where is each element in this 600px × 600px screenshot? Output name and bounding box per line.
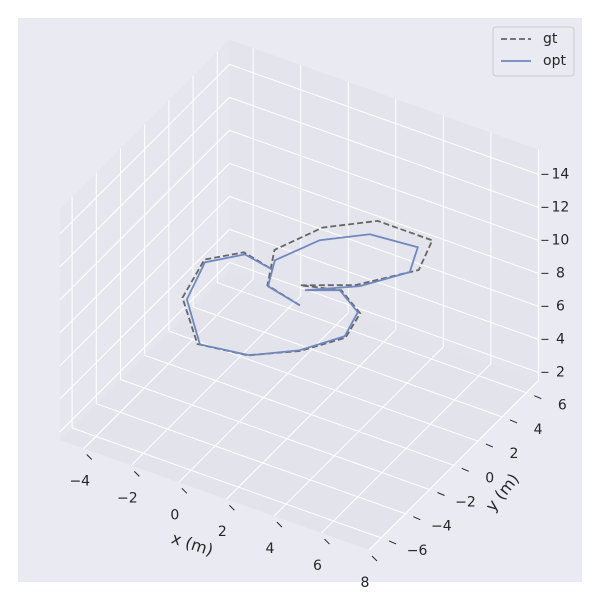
grid-line [59,261,230,433]
grid-line [229,261,539,373]
grid-line [229,129,539,241]
legend: gt opt [492,26,575,77]
grid-line [59,162,230,334]
x-tick-label: 2 [218,524,227,540]
z-tick-label: 10 [551,232,569,248]
y-tick-label: 2 [509,446,518,462]
legend-label: opt [543,53,566,69]
x-tick-label: 6 [313,558,322,574]
trajectory [185,233,419,357]
x-tick-label: 0 [170,507,179,523]
grid-line [59,228,230,400]
grid-line [120,379,430,490]
x-tick-label: 4 [265,541,274,557]
y-tick-label: 6 [558,398,567,414]
y-tick [413,516,421,521]
x-tick [276,521,283,528]
z-tick-label: 2 [556,364,565,380]
z-tick-label: 14 [551,166,569,182]
y-tick-label: −4 [431,519,452,535]
y-tick-label: −2 [455,495,476,511]
grid-line [59,63,230,235]
y-tick [388,540,397,545]
x-tick-label: −2 [117,490,138,506]
trajectory [181,219,434,357]
x-tick [133,471,140,477]
z-tick-label: 8 [556,265,565,281]
grid-line [59,195,230,367]
x-tick [371,555,378,562]
grid-line [59,129,230,301]
z-tick-label: 4 [556,331,565,347]
y-tick [461,467,469,472]
x-tick [229,504,235,511]
grid-line [217,282,527,394]
legend-label: gt [543,31,558,47]
grid-line [71,427,382,539]
x-tick [86,454,93,460]
y-tick [534,395,542,400]
grid-line [229,63,539,175]
y-tick [437,492,445,496]
grid-line [192,306,503,418]
grid-line [229,162,539,274]
z-tick-label: 6 [556,298,565,314]
y-tick-label: 0 [485,470,494,486]
y-tick-label: −6 [407,543,428,559]
x-tick [324,538,330,545]
grid-line [229,195,539,307]
y-tick-label: 4 [534,422,543,438]
grid-line [96,403,406,515]
x-tick-label: 8 [361,575,370,591]
grid-line [229,96,539,208]
grid-line [144,354,454,466]
y-tick [485,443,494,448]
x-tick-label: −4 [69,473,90,489]
x-tick [181,487,188,494]
y-tick [509,419,518,424]
z-tick-label: 12 [551,199,569,215]
grid-line [229,228,539,340]
grid-line [59,96,230,268]
